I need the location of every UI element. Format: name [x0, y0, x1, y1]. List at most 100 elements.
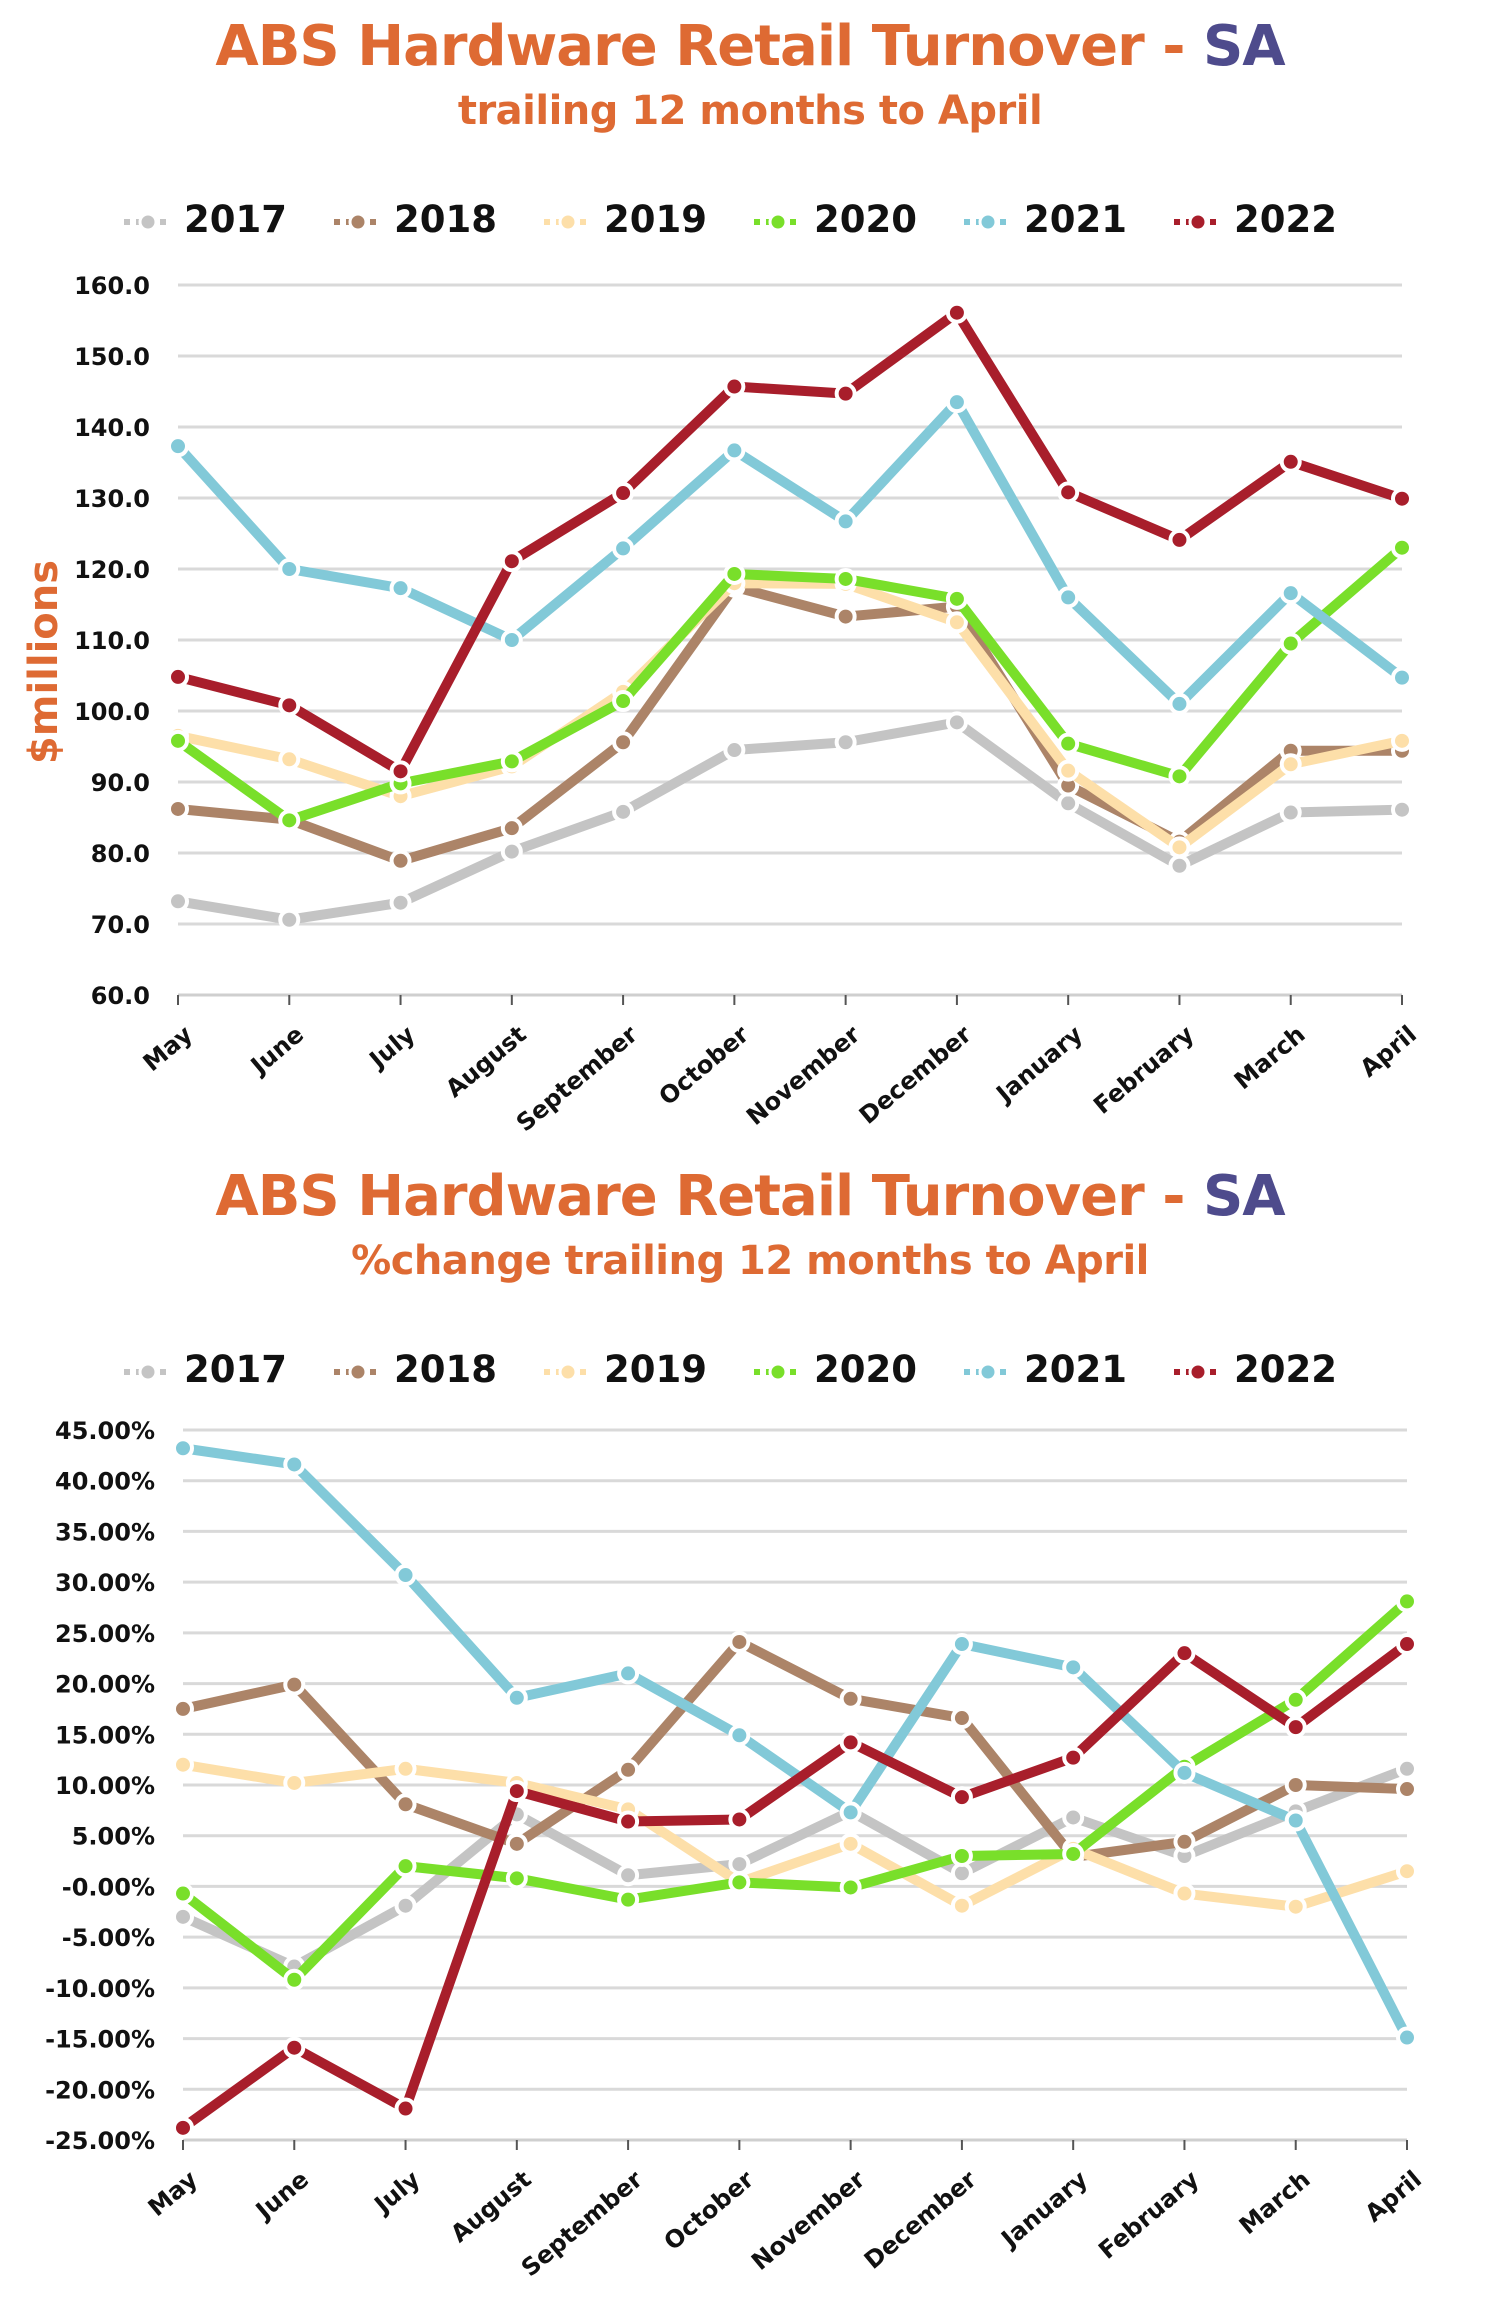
- data-point: [617, 1810, 640, 1833]
- percent-change-chart-panel: ABS Hardware Retail Turnover - SA %chang…: [0, 1150, 1500, 2300]
- data-point: [172, 1697, 194, 1720]
- data-point: [728, 1724, 751, 1747]
- series-line: [173, 542, 1407, 826]
- x-tick-label: April: [1355, 1020, 1422, 1083]
- data-point: [945, 301, 968, 324]
- y-tick-label: 30.00%: [55, 1569, 155, 1597]
- y-tick-label: 45.00%: [55, 1417, 155, 1445]
- x-tick-label: August: [445, 2165, 536, 2248]
- legend-swatch: [334, 212, 382, 232]
- y-tick-label: -20.00%: [45, 2076, 155, 2104]
- data-point: [505, 1686, 528, 1709]
- data-point: [1057, 759, 1080, 782]
- data-point: [1279, 450, 1302, 473]
- data-point: [1396, 1757, 1418, 1780]
- data-point: [945, 711, 968, 734]
- data-point: [728, 1808, 751, 1831]
- data-point: [723, 375, 746, 398]
- y-tick-label: 160.0: [74, 272, 150, 300]
- data-point: [278, 748, 301, 771]
- series-2022: [167, 301, 1413, 783]
- legend-swatch: [754, 1362, 802, 1382]
- data-point: [950, 1894, 973, 1917]
- data-point: [1168, 836, 1191, 859]
- chart-title-region: SA: [1202, 1164, 1286, 1229]
- x-tick-label: May: [143, 2165, 203, 2222]
- data-point: [1057, 586, 1080, 609]
- legend-swatch-marker: [138, 1362, 158, 1382]
- data-point: [1396, 1633, 1418, 1656]
- data-point: [728, 1853, 751, 1876]
- series-2021: [167, 391, 1413, 715]
- data-point: [172, 1437, 194, 1460]
- data-point: [612, 731, 635, 754]
- y-tick-label: 40.00%: [55, 1468, 155, 1496]
- data-point: [505, 1832, 528, 1855]
- data-point: [283, 1968, 306, 1991]
- data-point: [1173, 1830, 1196, 1853]
- series-2022: [172, 1633, 1418, 2139]
- data-point: [389, 891, 412, 914]
- chart-subtitle: %change trailing 12 months to April: [351, 1238, 1149, 1284]
- data-point: [167, 435, 189, 458]
- series-2018: [172, 1630, 1418, 1869]
- data-point: [172, 1905, 194, 1928]
- data-point: [950, 1707, 973, 1730]
- y-tick-label: 110.0: [74, 627, 150, 655]
- data-point: [1168, 765, 1191, 788]
- data-point: [505, 1867, 528, 1890]
- data-point: [839, 1731, 862, 1754]
- data-point: [839, 1832, 862, 1855]
- data-point: [617, 1864, 640, 1887]
- chart-title-separator: -: [1162, 1164, 1185, 1229]
- y-tick-label: 100.0: [74, 698, 150, 726]
- legend-swatch-marker: [348, 212, 368, 232]
- data-point: [1396, 1860, 1418, 1883]
- legend-swatch: [544, 212, 592, 232]
- data-point: [1057, 792, 1080, 815]
- x-tick-label: October: [659, 2165, 760, 2256]
- legend-swatch: [964, 212, 1012, 232]
- data-point: [1279, 801, 1302, 824]
- legend-swatch: [1174, 212, 1222, 232]
- x-tick-label: March: [1234, 2165, 1316, 2240]
- y-tick-label: -15.00%: [45, 2026, 155, 2054]
- data-point: [283, 1453, 306, 1476]
- data-point: [278, 558, 301, 580]
- data-point: [1391, 666, 1413, 689]
- data-point: [1284, 1688, 1307, 1711]
- series-line: [178, 1763, 1412, 1972]
- y-tick-label: -5.00%: [62, 1924, 155, 1952]
- data-point: [612, 800, 635, 823]
- chart-title: ABS Hardware Retail Turnover - SA: [0, 14, 1500, 79]
- data-point: [1284, 1809, 1307, 1832]
- legend-swatch: [544, 1362, 592, 1382]
- data-point: [167, 665, 189, 688]
- legend-label: 2017: [184, 1348, 287, 1391]
- data-point: [950, 1786, 973, 1809]
- chart-title-separator: -: [1162, 14, 1185, 79]
- data-point: [1062, 1656, 1085, 1679]
- data-point: [1173, 1882, 1196, 1905]
- data-point: [1062, 1806, 1085, 1829]
- x-tick-label: June: [244, 1020, 309, 1081]
- legend-label: 2021: [1024, 1348, 1127, 1391]
- x-tick-label: September: [516, 2165, 648, 2282]
- data-point: [950, 1845, 973, 1867]
- series-2020: [167, 536, 1413, 832]
- x-tick-label: March: [1229, 1020, 1311, 1095]
- series-2017: [167, 711, 1413, 931]
- data-point: [728, 1871, 751, 1894]
- data-point: [617, 1662, 640, 1685]
- data-point: [389, 849, 412, 872]
- legend-label: 2018: [394, 1348, 497, 1391]
- y-tick-label: 60.0: [91, 982, 150, 1010]
- x-tick-label: January: [995, 2165, 1094, 2254]
- y-tick-label: 140.0: [74, 414, 150, 442]
- chart-title-text: ABS Hardware Retail Turnover: [215, 14, 1144, 79]
- y-tick-label: 80.0: [91, 840, 150, 868]
- y-tick-label: 130.0: [74, 485, 150, 513]
- data-point: [1168, 854, 1191, 877]
- data-point: [283, 2036, 306, 2059]
- data-point: [617, 1888, 640, 1911]
